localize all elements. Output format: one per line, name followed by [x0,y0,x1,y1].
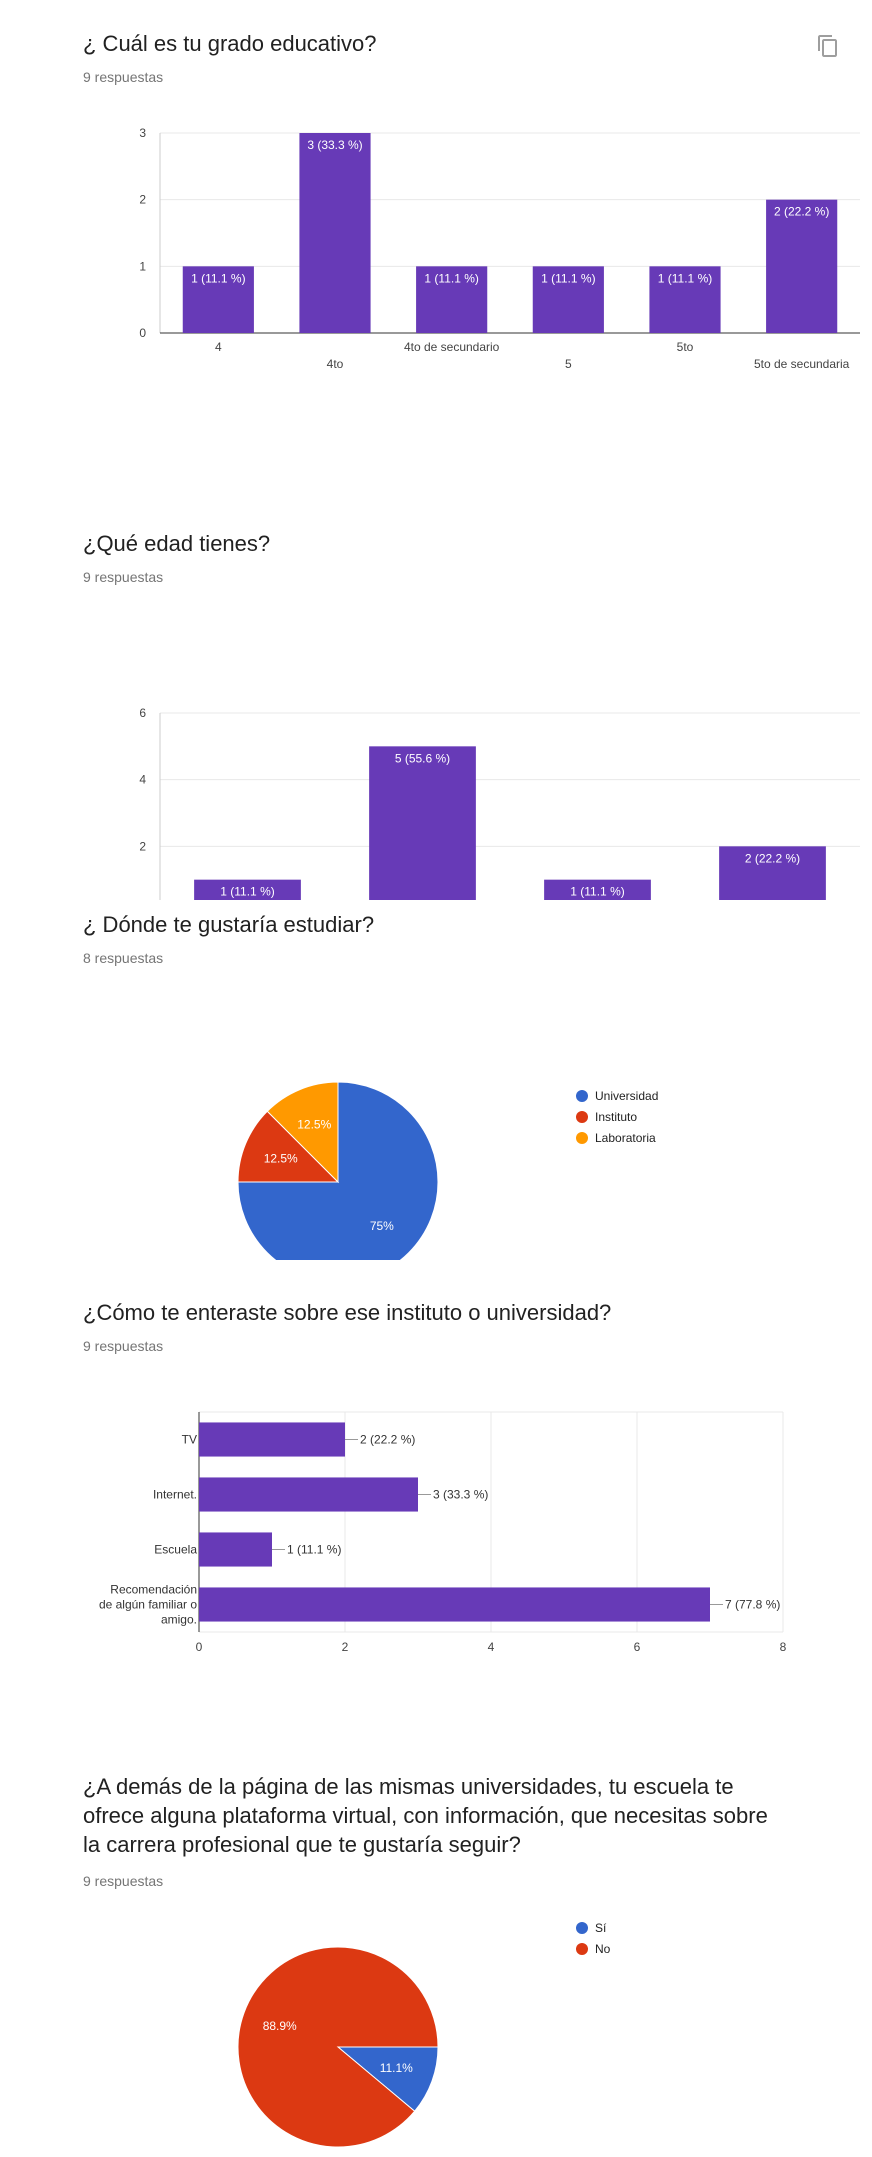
y-tick-label: 6 [139,706,146,720]
y-category-label: Escuela [154,1543,197,1557]
bar-data-label: 2 (22.2 %) [745,851,800,865]
response-count: 8 respuestas [83,950,164,966]
question-title: ¿Cómo te enteraste sobre ese instituto o… [83,1300,612,1325]
pie-chart-estudiar: 75% 12.5% 12.5% Universidad Instituto Laborat… [237,1081,658,1260]
bar-chart-grado: 0 1 2 3 1 (11.1 %) 4 3 (33.3 %) 4to 1 (11.1 %) 4t… [139,126,860,371]
y-category-label: amigo. [161,1613,197,1627]
y-tick-label: 2 [139,193,146,207]
y-tick-label: 2 [139,839,146,853]
bar-data-label: 1 (11.1 %) [570,885,624,899]
question-title-line: ofrece alguna plataforma virtual, con in… [83,1803,768,1828]
bar [199,1587,710,1622]
pie-slice-label: 75% [370,1219,394,1233]
pie-slice-label: 11.1% [380,2061,413,2075]
question-card-estudiar: ¿ Dónde te gustaría estudiar? 8 respuest… [0,900,872,1260]
legend-marker [576,1111,588,1123]
y-tick-label: 4 [139,773,146,787]
x-tick-label: 5 [565,357,572,371]
question-title-line: ¿A demás de la página de las mismas univ… [83,1774,734,1799]
question-title: ¿A demás de la página de las mismas univ… [83,1772,768,1859]
pie-slice-label: 12.5% [264,1151,298,1165]
y-tick-label: 3 [139,126,146,140]
bar [766,199,838,333]
bar-data-label: 1 (11.1 %) [541,271,595,285]
response-count: 9 respuestas [83,69,164,85]
bar-data-label: 1 (11.1 %) [424,271,478,285]
bar-chart-edad: 02461 (11.1 %)145 (55.6 %)151 (11.1 %)16… [139,706,860,900]
question-card-enteraste: ¿Cómo te enteraste sobre ese instituto o… [0,1290,872,1690]
bar [416,266,488,333]
bar [719,846,826,900]
pie-slice-label: 12.5% [297,1118,331,1132]
x-tick-label: 4to de secundario [404,340,500,354]
bar-data-label: 1 (11.1 %) [220,885,274,899]
legend-marker [576,1922,588,1934]
bar [199,1477,418,1512]
legend-label: No [595,1942,611,1956]
bar-data-label: 1 (11.1 %) [191,271,245,285]
pie-slice [237,1946,439,2148]
x-tick-label: 0 [196,1640,203,1654]
legend-label: Universidad [595,1089,658,1103]
bar-data-label: 7 (77.8 %) [725,1598,780,1612]
bar [199,1532,272,1567]
pie-slice [266,1081,339,1184]
pie-slice [336,2046,439,2112]
legend-label: Sí [595,1921,607,1935]
question-title: ¿ Dónde te gustaría estudiar? [83,912,375,937]
bar [369,746,476,900]
legend-label: Laboratoria [595,1131,656,1145]
bar-data-label: 1 (11.1 %) [287,1543,341,1557]
question-card-plataforma: ¿A demás de la página de las mismas univ… [0,1770,872,2157]
y-category-label: de algún familiar o [99,1598,197,1612]
pie-slice-label: 88.9% [263,2019,297,2033]
legend-marker [576,1943,588,1955]
bar-data-label: 3 (33.3 %) [433,1488,488,1502]
y-tick-label: 1 [139,259,146,273]
x-tick-label: 4 [215,340,222,354]
bar [199,1422,345,1457]
bar [194,879,301,900]
bar-data-label: 3 (33.3 %) [307,138,362,152]
y-category-label: Internet. [153,1488,197,1502]
bar [649,266,721,333]
bar-data-label: 1 (11.1 %) [658,271,712,285]
bar-data-label: 2 (22.2 %) [774,205,829,219]
bar [182,266,254,333]
question-card-grado: ¿ Cuál es tu grado educativo? 9 respuest… [0,0,872,470]
question-title-line: la carrera profesional que te gustaría s… [83,1832,521,1857]
response-count: 9 respuestas [83,1338,164,1354]
hbar-chart-enteraste: 0 2 4 6 8 2 (22.2 %) TV 3 (33.3 %) Internet. 1 (1… [99,1411,787,1654]
y-category-label: Recomendación [110,1583,197,1597]
x-tick-label: 5to [677,340,694,354]
x-tick-label: 2 [342,1640,349,1654]
x-tick-label: 4 [488,1640,495,1654]
legend-marker [576,1090,588,1102]
bar [532,266,604,333]
bar [299,133,371,333]
x-tick-label: 8 [780,1640,787,1654]
pie-chart-plataforma: 11.1% 88.9% Sí No [237,1921,611,2148]
bar [544,879,651,900]
question-card-edad: ¿Qué edad tienes? 9 respuestas 02461 (11… [0,520,872,900]
pie-slice [237,1110,340,1183]
response-count: 9 respuestas [83,1873,164,1889]
question-title: ¿ Cuál es tu grado educativo? [83,31,377,56]
y-tick-label: 0 [139,326,146,340]
x-tick-label: 6 [634,1640,641,1654]
bar-data-label: 5 (55.6 %) [395,751,450,765]
x-tick-label: 4to [327,357,344,371]
y-category-label: TV [182,1433,197,1447]
question-title: ¿Qué edad tienes? [83,531,271,556]
legend-marker [576,1132,588,1144]
x-tick-label: 5to de secundaria [754,357,850,371]
bar-data-label: 2 (22.2 %) [360,1433,415,1447]
legend-label: Instituto [595,1110,637,1124]
copy-icon[interactable] [816,34,840,58]
response-count: 9 respuestas [83,569,164,585]
